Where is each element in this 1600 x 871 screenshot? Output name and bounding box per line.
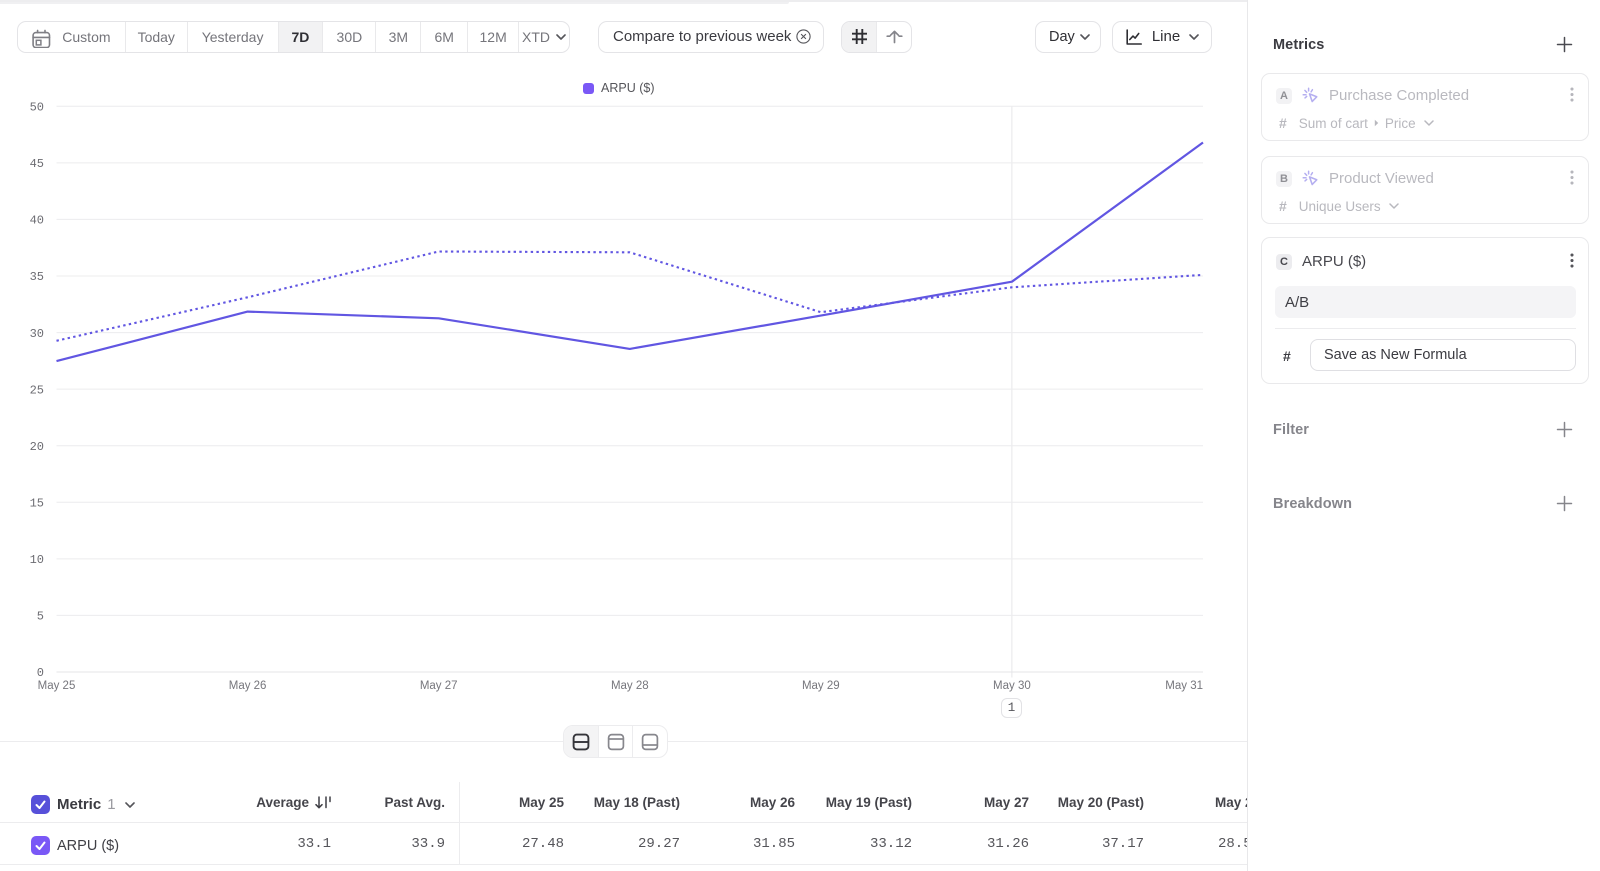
svg-text:May 31: May 31: [1165, 680, 1203, 692]
svg-text:25: 25: [30, 383, 44, 397]
svg-text:May 30: May 30: [993, 680, 1031, 692]
svg-text:May 28: May 28: [611, 680, 649, 692]
svg-text:45: 45: [30, 157, 44, 171]
svg-text:50: 50: [30, 101, 44, 115]
svg-text:10: 10: [30, 553, 44, 567]
svg-text:5: 5: [37, 610, 44, 624]
svg-text:May 26: May 26: [229, 680, 267, 692]
svg-text:15: 15: [30, 497, 44, 511]
svg-text:May 25: May 25: [38, 680, 76, 692]
svg-text:May 27: May 27: [420, 680, 458, 692]
svg-text:20: 20: [30, 440, 44, 454]
svg-text:May 29: May 29: [802, 680, 840, 692]
svg-text:35: 35: [30, 270, 44, 284]
svg-text:40: 40: [30, 214, 44, 228]
svg-text:0: 0: [37, 666, 44, 680]
svg-text:30: 30: [30, 327, 44, 341]
